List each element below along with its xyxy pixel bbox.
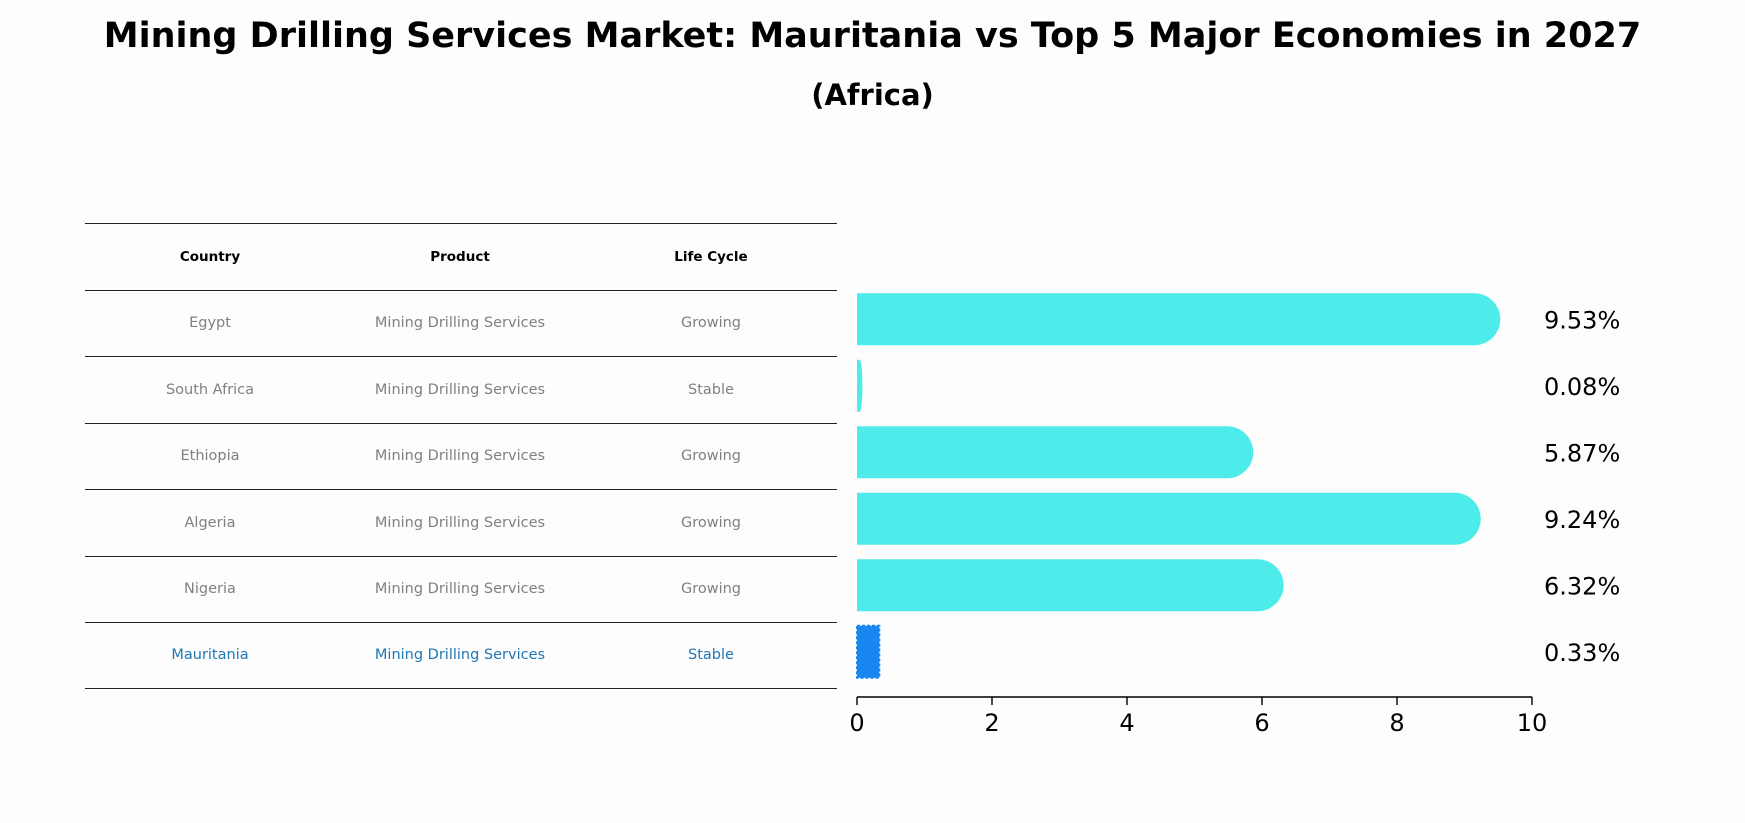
bar-value-label: 9.24% bbox=[1544, 506, 1620, 534]
header-life-cycle: Life Cycle bbox=[674, 248, 748, 265]
bar-mauritania bbox=[856, 624, 881, 679]
country-cell: Ethiopia bbox=[180, 448, 240, 465]
x-tick-label: 6 bbox=[1254, 709, 1269, 737]
bar-value-label: 0.33% bbox=[1544, 639, 1620, 667]
table-row: South Africa Mining Drilling Services St… bbox=[85, 356, 837, 423]
country-cell: South Africa bbox=[165, 381, 255, 398]
bar-egypt bbox=[857, 293, 1501, 346]
country-cell: Algeria bbox=[184, 514, 236, 531]
product-cell: Mining Drilling Services bbox=[374, 647, 546, 664]
header-country: Country bbox=[179, 248, 241, 265]
country-cell: Egypt bbox=[189, 315, 231, 332]
table-row: Nigeria Mining Drilling Services Growing bbox=[85, 555, 837, 623]
bar-value-label: 9.53% bbox=[1544, 306, 1620, 334]
product-cell: Mining Drilling Services bbox=[374, 381, 546, 398]
country-cell: Mauritania bbox=[171, 647, 249, 664]
bar-value-label: 5.87% bbox=[1544, 439, 1620, 467]
x-tick-label: 0 bbox=[849, 709, 864, 737]
bar-nigeria bbox=[857, 559, 1284, 612]
header-product: Product bbox=[430, 248, 490, 265]
product-cell: Mining Drilling Services bbox=[374, 448, 546, 465]
bar-ethiopia bbox=[857, 426, 1254, 479]
life-cycle-cell: Growing bbox=[680, 581, 742, 598]
bar-algeria bbox=[857, 492, 1481, 545]
product-cell: Mining Drilling Services bbox=[374, 514, 546, 531]
bar-value-label: 6.32% bbox=[1544, 572, 1620, 600]
table-row-highlighted: Mauritania Mining Drilling Services Stab… bbox=[85, 622, 837, 689]
life-cycle-cell: Stable bbox=[688, 647, 734, 664]
table-row: Algeria Mining Drilling Services Growing bbox=[85, 489, 837, 556]
table-row: Egypt Mining Drilling Services Growing bbox=[85, 289, 837, 357]
bar-south-africa bbox=[857, 359, 863, 412]
life-cycle-cell: Growing bbox=[680, 514, 742, 531]
x-tick-label: 10 bbox=[1517, 709, 1548, 737]
chart-title: Mining Drilling Services Market: Maurita… bbox=[103, 16, 1642, 56]
life-cycle-cell: Growing bbox=[680, 448, 742, 465]
table-header-row: Country Product Life Cycle bbox=[85, 223, 837, 290]
country-cell: Nigeria bbox=[184, 581, 236, 598]
x-tick-label: 4 bbox=[1119, 709, 1134, 737]
x-tick-label: 8 bbox=[1389, 709, 1404, 737]
country-table: Country Product Life Cycle Egypt Mining … bbox=[85, 223, 837, 689]
x-tick-label: 2 bbox=[984, 709, 999, 737]
life-cycle-cell: Growing bbox=[680, 315, 742, 332]
bar-value-label: 0.08% bbox=[1544, 373, 1620, 401]
chart-subtitle: (Africa) bbox=[811, 78, 934, 112]
product-cell: Mining Drilling Services bbox=[374, 581, 546, 598]
life-cycle-cell: Stable bbox=[688, 381, 734, 398]
table-row: Ethiopia Mining Drilling Services Growin… bbox=[85, 422, 837, 490]
product-cell: Mining Drilling Services bbox=[374, 315, 546, 332]
